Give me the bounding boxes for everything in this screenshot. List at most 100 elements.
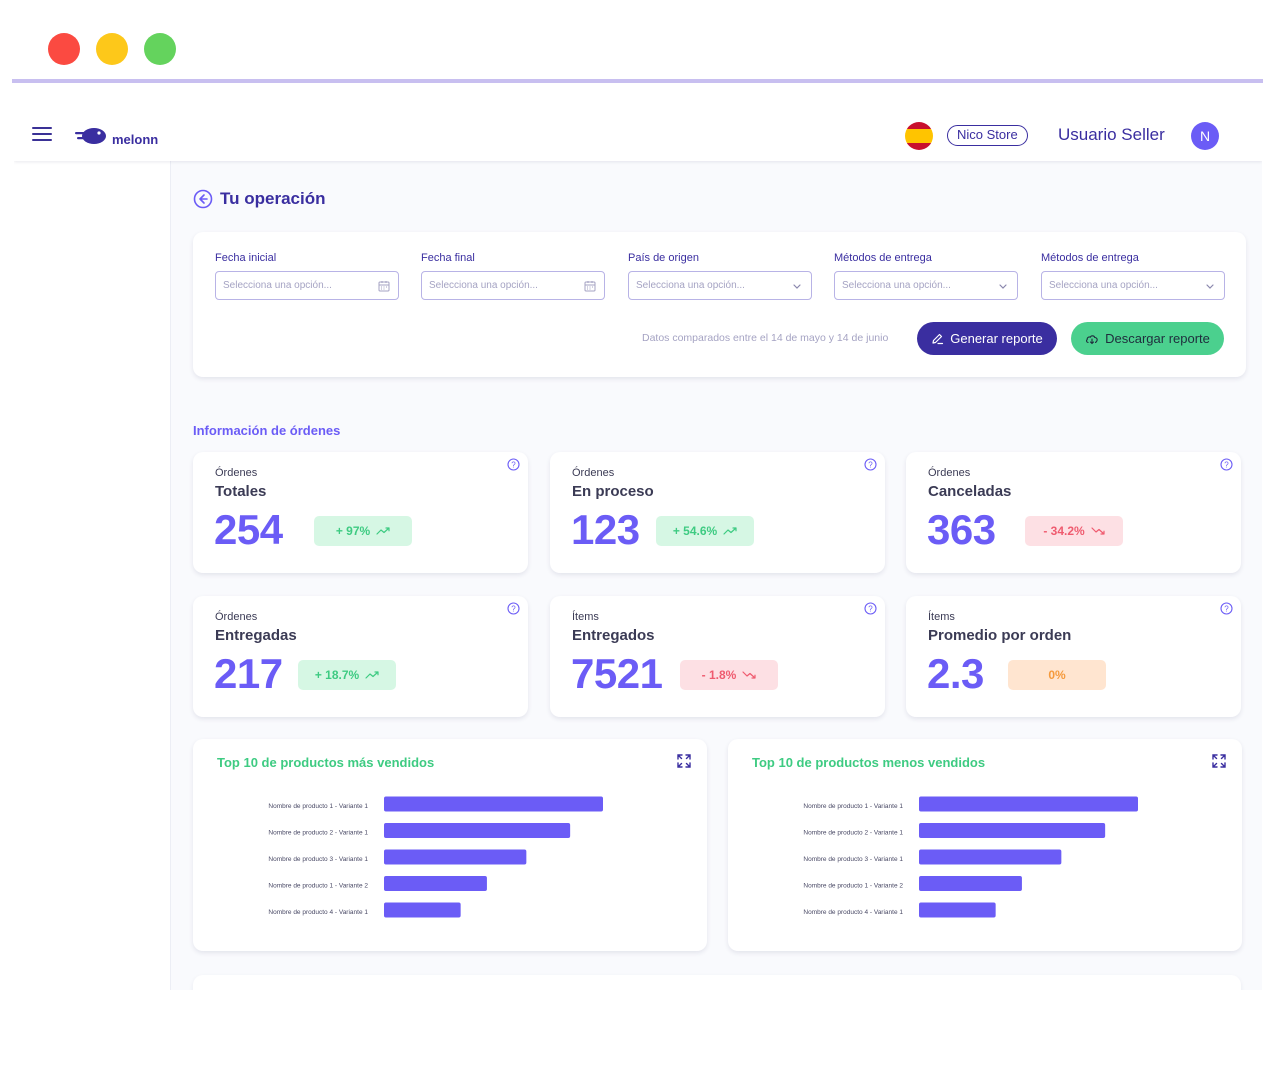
bar-category-label: Nombre de producto 2 - Variante 1: [268, 830, 368, 837]
metric-label: Canceladas: [928, 483, 1012, 500]
metric-category: Órdenes: [572, 467, 615, 479]
sidebar: [14, 161, 171, 990]
download-report-button[interactable]: Descargar reporte: [1071, 322, 1224, 355]
bar-category-label: Nombre de producto 3 - Variante 1: [803, 856, 903, 863]
help-icon[interactable]: ?: [507, 602, 520, 615]
metric-change-text: + 97%: [335, 524, 371, 538]
metric-card-total-orders: ? Órdenes Totales 254 + 97%: [193, 452, 528, 573]
chevron-down-icon: [1206, 284, 1214, 289]
metric-change-badge: - 1.8%: [680, 660, 778, 690]
metric-card-cancelled: ? Órdenes Canceladas 363 - 34.2%: [906, 452, 1241, 573]
bar[interactable]: [919, 796, 1138, 812]
bar[interactable]: [384, 823, 571, 838]
bar[interactable]: [384, 796, 603, 812]
metric-change-text: - 1.8%: [701, 668, 737, 682]
svg-text:?: ?: [1224, 604, 1229, 613]
window-chrome: [0, 0, 1280, 84]
page-header: Tu operación: [193, 189, 325, 209]
chart-title: Top 10 de productos más vendidos: [217, 755, 435, 770]
metric-category: Órdenes: [215, 467, 258, 479]
window-close-button[interactable]: [48, 33, 80, 65]
melonn-logo[interactable]: melonn: [74, 121, 158, 149]
field-placeholder: Selecciona una opción...: [636, 280, 745, 291]
metric-value: 7521: [571, 650, 663, 697]
bar[interactable]: [384, 849, 527, 865]
trend-up-icon: [376, 527, 390, 535]
help-icon[interactable]: ?: [507, 458, 520, 471]
end-date-input[interactable]: Selecciona una opción...: [421, 271, 605, 300]
metric-label: Promedio por orden: [928, 627, 1072, 644]
metric-value: 217: [214, 650, 283, 697]
metric-category: Ítems: [572, 611, 599, 623]
metric-card-avg-per-order: ? Ítems Promedio por orden 2.3 0%: [906, 596, 1241, 717]
compare-note: Datos comparados entre el 14 de mayo y 1…: [642, 332, 889, 344]
user-name[interactable]: Usuario Seller: [1058, 125, 1165, 144]
bar[interactable]: [919, 849, 1062, 865]
help-icon[interactable]: ?: [1220, 602, 1233, 615]
top-bar: melonn Nico Store Usuario Seller N: [14, 111, 1262, 161]
page-title: Tu operación: [220, 189, 326, 208]
metric-label: Totales: [215, 483, 267, 500]
help-icon[interactable]: ?: [864, 602, 877, 615]
bar[interactable]: [919, 876, 1022, 891]
metric-change-text: + 54.6%: [672, 524, 718, 538]
metric-value: 254: [214, 506, 283, 553]
field-placeholder: Selecciona una opción...: [429, 280, 538, 291]
bar-category-label: Nombre de producto 4 - Variante 1: [803, 909, 903, 916]
metric-change-badge: + 54.6%: [656, 516, 754, 546]
metric-value: 123: [571, 506, 640, 553]
svg-text:?: ?: [1224, 460, 1229, 469]
menu-icon[interactable]: [32, 127, 52, 143]
delivery-method-select[interactable]: Selecciona una opción...: [834, 271, 1018, 300]
trend-up-icon: [365, 671, 379, 679]
metric-value: 363: [927, 506, 996, 553]
bar-chart: Nombre de producto 1 - Variante 1 Nombre …: [803, 796, 1138, 918]
back-arrow-icon[interactable]: [193, 189, 213, 209]
spain-flag-icon[interactable]: [905, 122, 933, 150]
help-icon[interactable]: ?: [1220, 458, 1233, 471]
bar-category-label: Nombre de producto 1 - Variante 2: [268, 883, 368, 890]
field-placeholder: Selecciona una opción...: [1049, 280, 1158, 291]
field-label: Métodos de entrega: [1041, 252, 1139, 264]
metric-label: En proceso: [572, 483, 654, 500]
avatar[interactable]: N: [1191, 122, 1219, 150]
generate-report-button[interactable]: Generar reporte: [917, 322, 1057, 355]
expand-icon[interactable]: [1211, 753, 1227, 769]
store-selector[interactable]: Nico Store: [947, 125, 1028, 146]
start-date-field: Fecha inicial Selecciona una opción...: [215, 252, 399, 300]
bar-category-label: Nombre de producto 1 - Variante 2: [803, 883, 903, 890]
window-minimize-button[interactable]: [96, 33, 128, 65]
bar-category-label: Nombre de producto 4 - Variante 1: [268, 909, 368, 916]
bar[interactable]: [384, 902, 461, 918]
calendar-icon: [378, 281, 390, 292]
metric-category: Órdenes: [928, 467, 971, 479]
chevron-down-icon: [999, 284, 1007, 289]
chevron-down-icon: [793, 284, 801, 289]
field-label: Fecha inicial: [215, 252, 277, 264]
bar-category-label: Nombre de producto 1 - Variante 1: [803, 803, 903, 810]
window-maximize-button[interactable]: [144, 33, 176, 65]
bar[interactable]: [919, 902, 996, 918]
bar[interactable]: [919, 823, 1106, 838]
metric-category: Ítems: [928, 611, 955, 623]
start-date-input[interactable]: Selecciona una opción...: [215, 271, 399, 300]
bar-chart: Nombre de producto 1 - Variante 1 Nombre …: [268, 796, 603, 918]
field-label: Métodos de entrega: [834, 252, 932, 264]
trend-up-icon: [723, 527, 737, 535]
bar-category-label: Nombre de producto 1 - Variante 1: [268, 803, 368, 810]
end-date-field: Fecha final Selecciona una opción...: [421, 252, 605, 300]
origin-country-select[interactable]: Selecciona una opción...: [628, 271, 812, 300]
svg-text:?: ?: [511, 604, 516, 613]
calendar-icon: [584, 281, 596, 292]
metric-change-badge: 0%: [1008, 660, 1106, 690]
metric-change-text: + 18.7%: [314, 668, 360, 682]
edit-pen-icon: [932, 333, 944, 345]
metric-card-in-process: ? Órdenes En proceso 123 + 54.6%: [550, 452, 885, 573]
delivery-method-select-2[interactable]: Selecciona una opción...: [1041, 271, 1225, 300]
metric-value: 2.3: [927, 650, 984, 697]
expand-icon[interactable]: [676, 753, 692, 769]
help-icon[interactable]: ?: [864, 458, 877, 471]
bar[interactable]: [384, 876, 487, 891]
trend-down-icon: [742, 671, 756, 679]
field-label: País de origen: [628, 252, 699, 264]
